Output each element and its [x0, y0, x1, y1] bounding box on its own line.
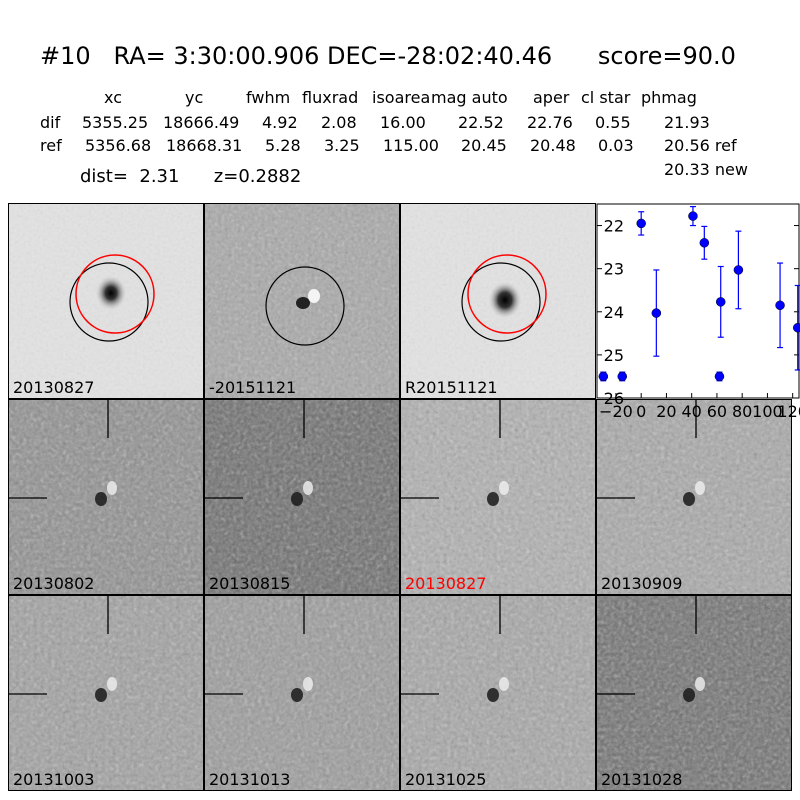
detection-circle: [467, 254, 547, 334]
epoch-stamp-image: [205, 400, 399, 594]
epoch-stamp: 20131003: [8, 595, 204, 791]
epoch-stamp-image: [597, 596, 791, 790]
stamp-grid: 20130827 -20151121 R20151121: [8, 203, 792, 791]
reference-circle: [69, 262, 149, 342]
table-column-header: cl star: [581, 88, 631, 107]
phmag-new: 20.33 new: [664, 160, 748, 179]
stamp-label: 20130827: [13, 378, 95, 397]
data-point: [617, 371, 627, 382]
x-tick-label: 20: [656, 402, 676, 418]
data-point: [792, 322, 800, 333]
stamp-difference: -20151121: [204, 203, 400, 399]
stamp-label: -20151121: [209, 378, 297, 397]
plot-frame: [596, 203, 800, 399]
table-cell: 5355.25: [82, 113, 149, 132]
data-point: [598, 371, 609, 382]
stamp-new-image: [401, 204, 595, 398]
table-column-header: fluxrad: [302, 88, 359, 107]
x-tick-label: 60: [707, 402, 727, 418]
distance-redshift-line: dist= 2.31 z=0.2882: [80, 166, 302, 187]
x-tick-label: 120: [777, 402, 800, 418]
epoch-stamp-image: [401, 596, 595, 790]
stamp-reference-image: [9, 204, 203, 398]
table-cell: 3.25: [324, 136, 360, 155]
x-tick-label: 0: [636, 402, 646, 418]
stamp-label: R20151121: [405, 378, 498, 397]
table-cell: 18666.49: [163, 113, 240, 132]
stamp-reference: 20130827: [8, 203, 204, 399]
stamp-difference-image: [205, 204, 399, 398]
epoch-stamp: 20131028: [596, 595, 792, 791]
y-tick-label: 26: [604, 389, 624, 408]
table-cell: 20.45: [461, 136, 507, 155]
stamp-label: 20131028: [601, 770, 683, 789]
y-tick-label: 25: [604, 346, 624, 365]
stamp-label: 20130802: [13, 574, 95, 593]
epoch-stamp: 20131013: [204, 595, 400, 791]
x-tick-label: 80: [732, 402, 752, 418]
epoch-stamp-image: [9, 400, 203, 594]
table-cell: 0.03: [598, 136, 634, 155]
table-cell: 22.76: [527, 113, 573, 132]
table-column-header: phmag: [641, 88, 697, 107]
light-curve-chart: 22 23 24 25 26−200 20 40 60 80100120: [596, 203, 800, 421]
table-cell: 16.00: [380, 113, 426, 132]
y-tick-label: 22: [604, 217, 624, 236]
x-tick-label: 100: [752, 402, 783, 418]
candidate-title: #10 RA= 3:30:00.906 DEC=-28:02:40.46 sco…: [40, 42, 736, 70]
stamp-new: R20151121: [400, 203, 596, 399]
y-tick-label: 23: [604, 260, 624, 279]
stamp-label: 20130815: [209, 574, 291, 593]
table-cell: 5356.68: [85, 136, 152, 155]
table-cell: 22.52: [458, 113, 504, 132]
table-column-header: yc: [185, 88, 204, 107]
data-point: [699, 238, 710, 248]
table-row-label: dif: [40, 113, 61, 132]
table-row-label: ref: [40, 136, 62, 155]
table-column-header: isoarea: [372, 88, 431, 107]
data-point: [714, 371, 725, 382]
reference-circle: [461, 262, 541, 342]
data-point: [733, 265, 744, 275]
data-point: [715, 297, 726, 307]
table-cell: 2.08: [321, 113, 357, 132]
table-cell: 20.48: [530, 136, 576, 155]
table-cell: 115.00: [383, 136, 439, 155]
reference-circle: [265, 266, 345, 346]
table-cell: 20.56 ref: [664, 136, 737, 155]
light-curve-svg: 22 23 24 25 26−200 20 40 60 80100120: [596, 203, 800, 421]
stamp-label: 20130827: [405, 574, 487, 593]
stamp-label: 20130909: [601, 574, 683, 593]
data-point: [636, 218, 646, 229]
table-cell: 5.28: [265, 136, 301, 155]
table-column-header: aper: [533, 88, 570, 107]
epoch-stamp: 20130815: [204, 399, 400, 595]
stamp-label: 20131025: [405, 770, 487, 789]
epoch-stamp: 20130802: [8, 399, 204, 595]
table-cell: 21.93: [664, 113, 710, 132]
table-cell: 0.55: [595, 113, 631, 132]
epoch-stamp: 20130909: [596, 399, 792, 595]
data-point: [688, 211, 698, 221]
detection-circle: [75, 254, 155, 334]
table-column-header: fwhm: [246, 88, 291, 107]
table-column-header: xc: [104, 88, 122, 107]
epoch-stamp-image: [401, 400, 595, 594]
epoch-stamp: 20131025: [400, 595, 596, 791]
table-cell: 4.92: [262, 113, 298, 132]
x-tick-label: −20: [599, 402, 633, 418]
x-tick-label: 40: [682, 402, 702, 418]
data-point: [651, 308, 662, 318]
stamp-label: 20131013: [209, 770, 291, 789]
y-tick-label: 24: [604, 303, 624, 322]
epoch-stamp: 20130827: [400, 399, 596, 595]
data-point: [775, 300, 785, 311]
table-column-header: mag auto: [431, 88, 508, 107]
stamp-label: 20131003: [13, 770, 95, 789]
table-cell: 18668.31: [166, 136, 243, 155]
epoch-stamp-image: [9, 596, 203, 790]
epoch-stamp-image: [205, 596, 399, 790]
epoch-stamp-image: [597, 400, 791, 594]
